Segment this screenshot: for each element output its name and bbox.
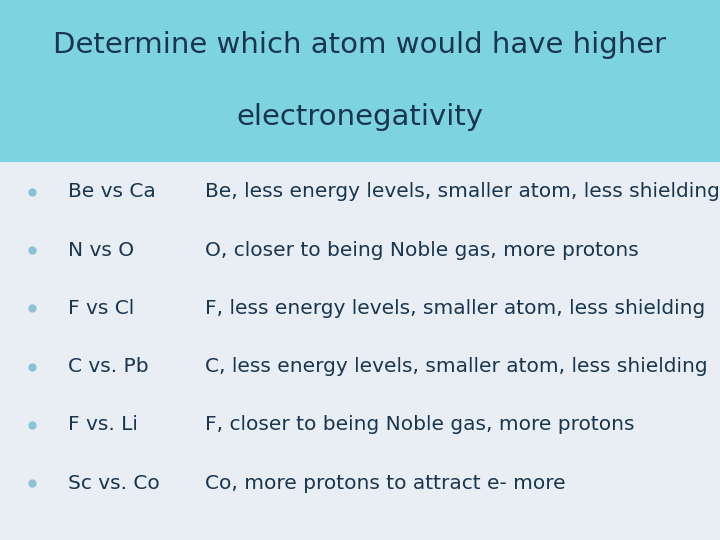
Text: C, less energy levels, smaller atom, less shielding: C, less energy levels, smaller atom, les… (205, 357, 708, 376)
Text: electronegativity: electronegativity (236, 103, 484, 131)
Text: F vs. Li: F vs. Li (68, 415, 138, 435)
Text: Determine which atom would have higher: Determine which atom would have higher (53, 31, 667, 59)
Text: O, closer to being Noble gas, more protons: O, closer to being Noble gas, more proto… (205, 240, 639, 260)
Text: F vs Cl: F vs Cl (68, 299, 135, 318)
Text: Co, more protons to attract e- more: Co, more protons to attract e- more (205, 474, 566, 493)
Text: F, less energy levels, smaller atom, less shielding: F, less energy levels, smaller atom, les… (205, 299, 706, 318)
Text: F, closer to being Noble gas, more protons: F, closer to being Noble gas, more proto… (205, 415, 635, 435)
Text: N vs O: N vs O (68, 240, 135, 260)
Text: C vs. Pb: C vs. Pb (68, 357, 149, 376)
Text: Sc vs. Co: Sc vs. Co (68, 474, 160, 493)
Text: Be vs Ca: Be vs Ca (68, 182, 156, 201)
Text: Be, less energy levels, smaller atom, less shielding: Be, less energy levels, smaller atom, le… (205, 182, 720, 201)
Bar (0, 0, 720, 162)
